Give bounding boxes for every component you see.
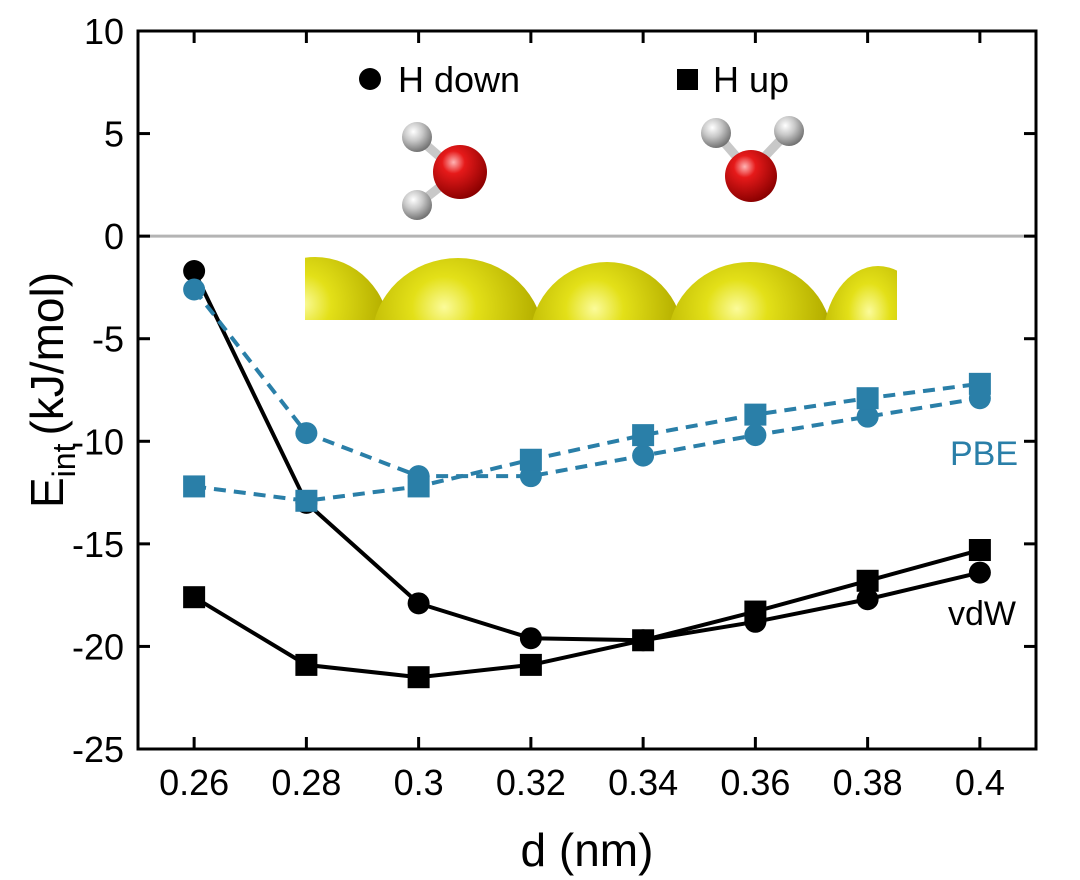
y-tick-label: -5 xyxy=(92,319,124,360)
surface-inset xyxy=(305,116,897,320)
data-point-vdw-h-up xyxy=(968,539,991,562)
data-point-pbe-h-up xyxy=(183,475,206,498)
data-point-vdw-h-down xyxy=(968,561,991,584)
y-tick-label: 10 xyxy=(84,11,124,52)
y-tick-label: 5 xyxy=(104,114,124,155)
y-tick-label: 0 xyxy=(104,216,124,257)
x-tick-label: 0.32 xyxy=(496,762,566,803)
x-tick-label: 0.34 xyxy=(608,762,678,803)
data-point-vdw-h-up xyxy=(295,653,318,676)
x-tick-label: 0.4 xyxy=(955,762,1005,803)
x-tick-label: 0.28 xyxy=(271,762,341,803)
gold-atom xyxy=(532,262,682,320)
data-point-pbe-h-down xyxy=(744,424,767,447)
data-point-pbe-h-up xyxy=(632,424,655,447)
svg-text:Eint(kJ/mol): Eint (kJ/mol) xyxy=(21,272,82,508)
data-point-pbe-h-up xyxy=(407,475,430,498)
series-line-pbe-h-down xyxy=(192,288,981,479)
water-h-up-molecule xyxy=(701,116,804,202)
data-point-vdw-h-down xyxy=(183,260,206,283)
legend-label-h-down: H down xyxy=(398,59,520,100)
data-point-vdw-h-down xyxy=(856,588,879,611)
data-point-vdw-h-down xyxy=(519,627,542,650)
gold-atom xyxy=(670,262,830,320)
data-point-pbe-h-down xyxy=(183,278,206,301)
data-point-vdw-h-up xyxy=(856,569,879,592)
gold-atom xyxy=(374,258,542,320)
data-point-pbe-h-down xyxy=(295,422,318,445)
x-tick-label: 0.38 xyxy=(833,762,903,803)
data-point-pbe-h-up xyxy=(744,403,767,426)
series-label-pbe: PBE xyxy=(950,435,1018,473)
gold-atom xyxy=(305,257,389,320)
y-tick-label: -25 xyxy=(72,729,124,770)
legend: H down H up xyxy=(359,59,789,100)
series-line-vdw-h-up xyxy=(193,548,981,680)
plot-frame xyxy=(136,29,1038,751)
data-point-pbe-h-down xyxy=(632,444,655,467)
data-point-pbe-h-up xyxy=(519,448,542,471)
legend-square-marker xyxy=(677,69,698,90)
series-label-vdw: vdW xyxy=(948,595,1016,633)
y-axis-title: Eint (kJ/mol) xyxy=(21,272,82,508)
data-point-vdw-h-down xyxy=(407,592,430,615)
data-point-vdw-h-up xyxy=(744,600,767,623)
data-point-vdw-h-up xyxy=(183,586,206,609)
series-line-vdw-h-down xyxy=(192,270,981,643)
x-tick-label: 0.36 xyxy=(720,762,790,803)
y-axis-title-symbol: E xyxy=(21,477,73,508)
x-tick-label: 0.26 xyxy=(159,762,229,803)
y-axis-title-unit: (kJ/mol) xyxy=(21,272,73,436)
series-layer xyxy=(183,260,991,689)
data-point-pbe-h-up xyxy=(856,387,879,410)
x-tick-label: 0.3 xyxy=(394,762,444,803)
data-point-vdw-h-up xyxy=(407,666,430,689)
y-tick-label: -10 xyxy=(72,421,124,462)
ticks-layer: 0.26 0.28 0.3 0.32 0.34 0.36 0.38 0.4 10 5 0 -5 -10 -… xyxy=(72,11,1036,803)
legend-label-h-up: H up xyxy=(713,59,789,100)
water-h-down-molecule xyxy=(402,122,487,220)
y-tick-label: -15 xyxy=(72,524,124,565)
data-point-vdw-h-up xyxy=(632,629,655,652)
data-point-pbe-h-up xyxy=(968,372,991,395)
y-axis-title-subscript: int xyxy=(46,443,82,477)
y-tick-label: -20 xyxy=(72,626,124,667)
legend-circle-marker xyxy=(359,68,381,90)
x-axis-title: d (nm) xyxy=(521,824,654,876)
series-line-pbe-h-up xyxy=(193,381,981,503)
gold-atom xyxy=(825,266,897,320)
data-point-pbe-h-up xyxy=(295,489,318,512)
data-point-pbe-h-down xyxy=(856,405,879,428)
data-point-vdw-h-up xyxy=(519,653,542,676)
